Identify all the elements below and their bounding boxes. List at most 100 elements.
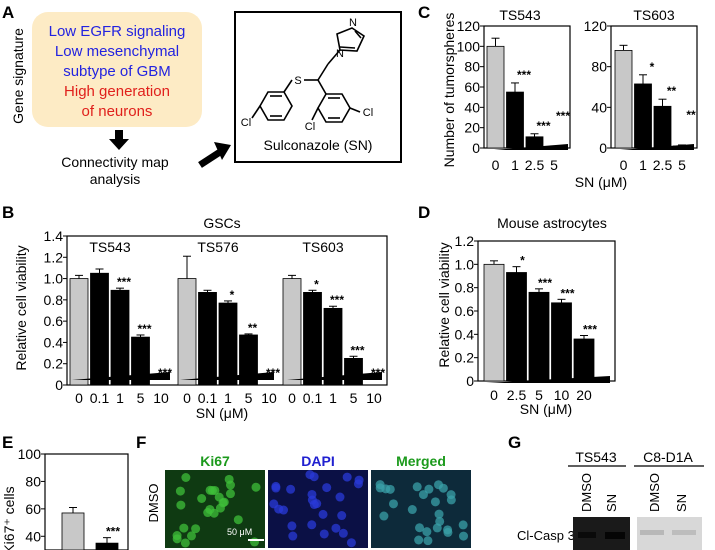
- cell-nucleus: [335, 492, 345, 502]
- cell-nucleus: [443, 525, 453, 535]
- cell-nucleus: [414, 535, 424, 545]
- cell-nucleus: [424, 484, 434, 494]
- y-tick-label: 0.6: [455, 303, 475, 319]
- x-tick-label: 1: [224, 390, 232, 406]
- down-arrow-icon: [109, 130, 129, 150]
- y-tick-label: 0.4: [44, 334, 64, 350]
- x-tick-label: 0: [490, 387, 498, 403]
- chart-layer: 00.20.40.60.81.01.21.4TS54300.1***1***5*…: [18, 7, 698, 550]
- panel-d-xlabel: SN (μM): [520, 401, 572, 417]
- panel-letter-b: B: [2, 203, 14, 222]
- y-tick-label: 80: [591, 59, 607, 75]
- lane-label: DMSO: [579, 473, 594, 512]
- cell-nucleus: [191, 524, 201, 534]
- cell-nucleus: [422, 527, 432, 537]
- panel-g: G TS543 C8-D1A DMSO SN DMSO SN Cl-Casp 3: [508, 433, 704, 550]
- panel-c-ylabel: Number of tumorspheres: [441, 13, 457, 168]
- panel-letter-e: E: [2, 433, 13, 452]
- x-tick-label: 2.5: [653, 157, 673, 173]
- y-tick-label: 0.6: [44, 313, 64, 329]
- cell-nucleus: [430, 497, 440, 507]
- cell-nucleus: [438, 483, 448, 493]
- y-tick-label: 120: [457, 18, 481, 34]
- cell-nucleus: [322, 483, 332, 493]
- sulconazole-structure-icon: [251, 27, 366, 123]
- panel-b: B GSCs Relative cell viability SN (μM): [2, 203, 248, 421]
- cell-nucleus: [331, 523, 341, 533]
- x-tick-label: 1: [639, 157, 647, 173]
- significance-label: ***: [560, 286, 574, 300]
- significance-label: ***: [517, 68, 531, 82]
- significance-label: *: [230, 288, 235, 302]
- bar: [486, 45, 505, 149]
- chart-e: 40 60 80 100 ***: [18, 448, 129, 550]
- cell-nucleus: [418, 490, 428, 500]
- svg-text:N: N: [336, 48, 344, 60]
- cell-nucleus: [415, 523, 425, 533]
- signature-line: Low mesenchymal: [55, 43, 179, 60]
- channel-header: Merged: [396, 453, 446, 469]
- bar: [110, 289, 130, 386]
- connectivity-line-2: analysis: [90, 171, 141, 187]
- group-label: TS576: [197, 239, 238, 255]
- plot-frame: [44, 453, 129, 550]
- panel-b-xlabel: SN (μM): [196, 405, 248, 421]
- x-tick-label: 0: [492, 157, 500, 173]
- significance-label: ***: [556, 109, 570, 123]
- dose-wedge: [620, 144, 694, 150]
- significance-label: ***: [117, 275, 131, 289]
- svg-text:N: N: [349, 17, 357, 29]
- x-tick-label: 5: [245, 390, 253, 406]
- bar: [528, 291, 550, 382]
- y-tick-label: 80: [464, 59, 480, 75]
- cell-nucleus: [319, 529, 329, 539]
- panel-d-ylabel: Relative cell viability: [436, 242, 452, 367]
- cell-nucleus: [186, 531, 196, 541]
- x-tick-label: 0: [620, 157, 628, 173]
- panel-c-xlabel: SN (μM): [575, 174, 627, 190]
- cell-nucleus: [388, 499, 398, 509]
- cell-nucleus: [176, 500, 186, 510]
- dose-wedge: [72, 372, 170, 380]
- cell-nucleus: [379, 511, 389, 521]
- cell-nucleus: [307, 520, 317, 530]
- cell-nucleus: [318, 509, 328, 519]
- dose-wedge: [486, 376, 610, 383]
- significance-label: ***: [330, 293, 344, 307]
- x-tick-label: 5: [535, 387, 543, 403]
- cell-nucleus: [251, 482, 261, 492]
- cell-nucleus: [180, 538, 190, 548]
- signature-line: of neurons: [82, 103, 153, 120]
- cell-nucleus: [353, 479, 363, 489]
- cell-nucleus: [412, 482, 422, 492]
- signature-line: subtype of GBM: [63, 63, 171, 80]
- cell-nucleus: [346, 538, 356, 548]
- panel-letter-f: F: [136, 433, 146, 452]
- blot-group-c8d1a: C8-D1A: [643, 449, 693, 465]
- significance-label: ***: [106, 525, 120, 539]
- bar: [323, 307, 343, 386]
- cell-nucleus: [288, 531, 298, 541]
- svg-text:Cl: Cl: [241, 117, 251, 129]
- x-tick-label: 10: [153, 390, 169, 406]
- bar: [90, 272, 109, 386]
- panel-b-ylabel: Relative cell viability: [13, 245, 29, 370]
- y-tick-label: 60: [464, 79, 480, 95]
- panel-letter-c: C: [418, 3, 430, 22]
- blot-group-ts543: TS543: [575, 449, 616, 465]
- y-tick-label: 80: [25, 473, 41, 489]
- cell-nucleus: [172, 534, 182, 544]
- y-tick-label: 1.0: [455, 256, 475, 272]
- x-tick-label: 0: [183, 390, 191, 406]
- dose-wedge: [287, 372, 382, 380]
- panel-e: E Ki67⁺ cells: [1, 433, 17, 550]
- significance-label: *: [314, 277, 319, 291]
- group-label: TS603: [302, 239, 343, 255]
- cell-nucleus: [458, 520, 468, 530]
- lane-label: DMSO: [647, 473, 662, 512]
- bar: [218, 302, 238, 386]
- cell-nucleus: [287, 521, 297, 531]
- panel-letter-d: D: [418, 203, 430, 222]
- chart-d: 0 0.2 0.4 0.6 0.8 1.0 1.2 0 * 2.5 *** 5 *** 10 *** 20: [455, 233, 616, 403]
- bar: [61, 512, 85, 550]
